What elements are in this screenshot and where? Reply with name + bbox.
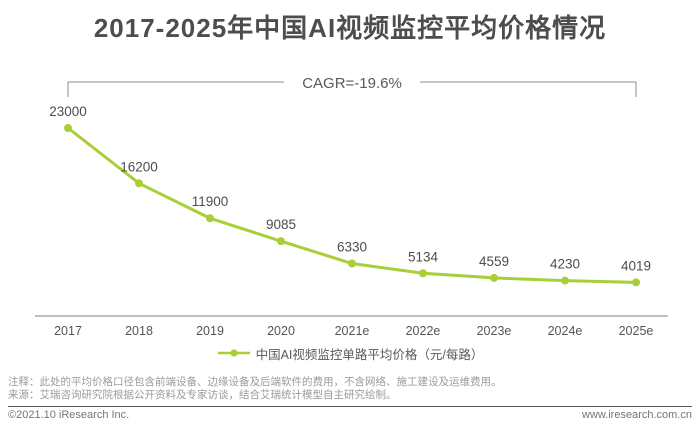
data-point-label: 4019 <box>621 258 651 273</box>
data-point-label: 6330 <box>337 240 367 255</box>
footer-divider <box>8 406 692 407</box>
chart-legend: 中国AI视频监控单路平均价格（元/每路） <box>0 344 700 362</box>
data-point <box>490 273 498 282</box>
chart-notes: 注释：此处的平均价格口径包含前端设备、边缘设备及后端软件的费用，不含网络、施工建… <box>8 376 692 402</box>
data-point <box>632 278 640 287</box>
x-axis-tick-label: 2022e <box>406 324 441 338</box>
copyright-text: ©2021.10 iResearch Inc. <box>8 409 130 421</box>
data-point <box>277 237 285 246</box>
website-link[interactable]: www.iresearch.com.cn <box>581 409 692 421</box>
legend-label: 中国AI视频监控单路平均价格（元/每路） <box>255 347 484 362</box>
x-axis-tick-label: 2017 <box>54 324 82 338</box>
note-line-1: 注释：此处的平均价格口径包含前端设备、边缘设备及后端软件的费用，不含网络、施工建… <box>8 376 502 388</box>
legend-line-marker-icon <box>217 349 250 357</box>
data-point <box>206 214 214 223</box>
x-axis-tick-label: 2021e <box>335 324 370 338</box>
x-axis-tick-label: 2019 <box>196 324 224 338</box>
x-axis-tick-label: 2023e <box>477 324 512 338</box>
data-point <box>561 276 569 285</box>
x-axis-tick-label: 2025e <box>619 324 654 338</box>
data-point <box>64 124 72 132</box>
x-axis-tick-label: 2020 <box>267 324 295 338</box>
data-point <box>135 179 143 188</box>
page-title: 2017-2025年中国AI视频监控平均价格情况 <box>93 13 607 43</box>
footer-bar: ©2021.10 iResearch Inc. www.iresearch.co… <box>8 409 692 421</box>
data-point-label: 16200 <box>120 159 158 174</box>
x-axis-tick-label: 2018 <box>125 324 153 338</box>
data-point-label: 4559 <box>479 254 509 269</box>
data-point-label: 5134 <box>408 249 439 264</box>
data-point <box>348 259 356 268</box>
data-point-label: 23000 <box>49 104 87 119</box>
price-line-chart: CAGR=-19.6% 23000 16200 11900 9085 6330 5134 45… <box>35 75 668 338</box>
data-point-label: 11900 <box>192 194 229 209</box>
data-point-label: 9085 <box>266 217 296 232</box>
cagr-bracket <box>67 81 637 97</box>
x-axis-tick-label: 2024e <box>548 324 583 338</box>
note-line-2: 来源：艾瑞咨询研究院根据公开资料及专家访谈，结合艾瑞统计模型自主研究绘制。 <box>8 389 397 401</box>
data-point-label: 4230 <box>550 257 580 272</box>
data-point <box>419 269 427 278</box>
cagr-annotation: CAGR=-19.6% <box>302 75 402 92</box>
